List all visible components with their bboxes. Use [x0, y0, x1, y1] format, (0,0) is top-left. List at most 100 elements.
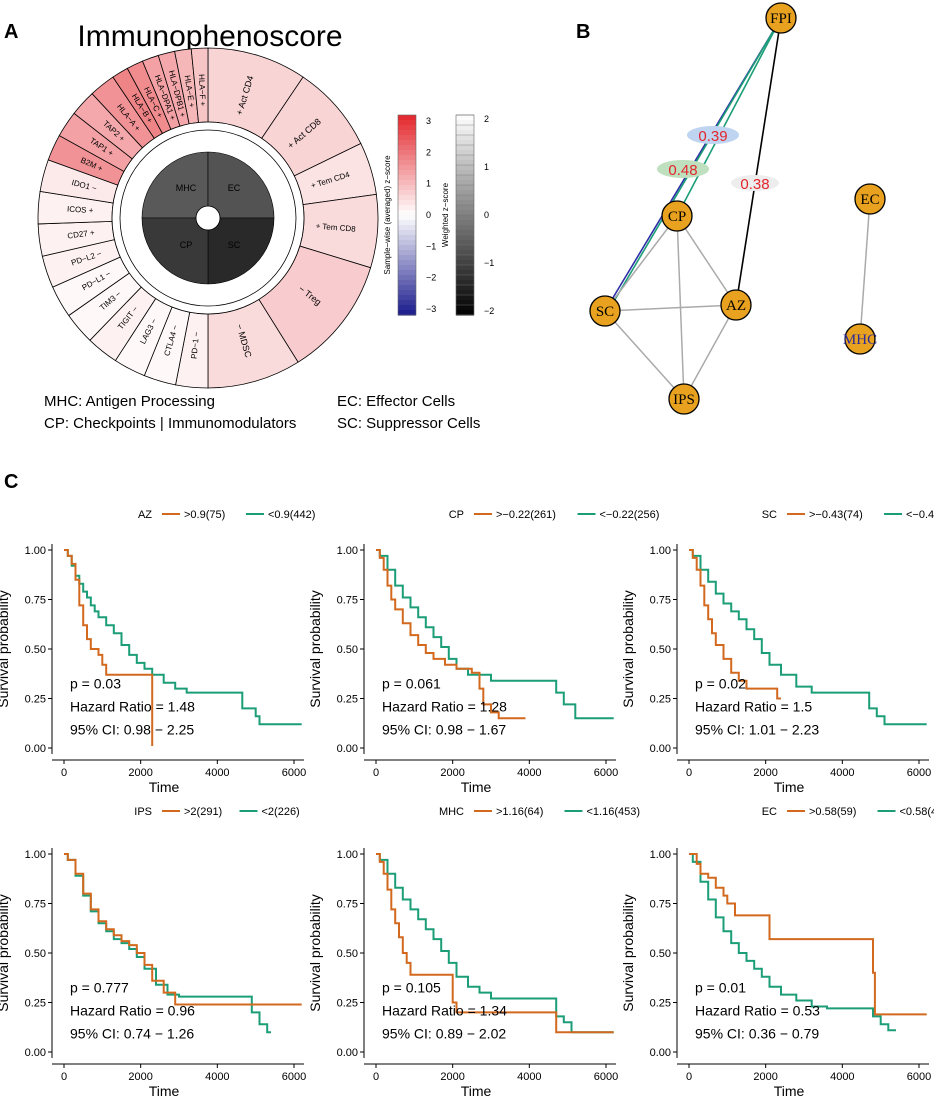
ips-legends: 3 2 1 0 −1 −2 −3 Sample−wise (averaged) z−score…: [383, 114, 494, 316]
km-curve-high: [376, 549, 526, 720]
ips-quadrant-label: SC: [228, 240, 241, 250]
ips-quadrant-label: MHC: [176, 183, 197, 193]
legend1-swatch: [398, 190, 416, 196]
y-axis-title: Survival probability: [620, 894, 636, 1012]
km-plot-ips: IPS >2(291) <2(226) 0.00 0.25 0.50 0.75 1.00 0 20…: [0, 806, 306, 1096]
legend2-swatch: [456, 285, 474, 291]
legend-label-low: <2(226): [262, 806, 300, 818]
node-label-cp: CP: [668, 209, 686, 225]
legend2-swatch: [456, 200, 474, 206]
y-tick-label: 0.00: [650, 743, 671, 755]
x-tick-label: 6000: [282, 1071, 306, 1083]
y-tick-label: 0.75: [650, 595, 671, 607]
km-plot-ec: EC >0.58(59) <0.58(458) 0.00 0.25 0.50 0.75 1.0…: [620, 806, 934, 1096]
node-label-ips: IPS: [673, 392, 695, 408]
y-tick-label: 1.00: [650, 545, 671, 557]
legend1-swatch: [398, 290, 416, 296]
legend2-swatch: [456, 170, 474, 176]
x-axis-title: Time: [461, 1083, 492, 1096]
ips-segment-label: ICOS +: [67, 205, 94, 216]
x-tick-label: 4000: [517, 1071, 541, 1083]
x-tick-label: 2000: [440, 1071, 464, 1083]
legend1-swatch: [398, 125, 416, 131]
km-stat: p = 0.01: [695, 980, 746, 996]
legend1-tick: −3: [426, 304, 436, 314]
x-tick-label: 0: [373, 767, 379, 779]
legend-label-low: <0.58(458): [900, 806, 934, 818]
x-tick-label: 2000: [128, 767, 152, 779]
legend1-swatch: [398, 165, 416, 171]
y-tick-label: 1.00: [337, 545, 358, 557]
legend1-swatch: [398, 220, 416, 226]
ips-segment-label: HLA−F +: [197, 74, 208, 107]
edge-sc-ips: [604, 310, 685, 400]
legend-label-high: >−0.43(74): [809, 509, 863, 521]
network-nodes: FPI EC CP SC AZ MHC IPS: [589, 2, 886, 415]
ips-quadrant-label: EC: [228, 183, 241, 193]
km-stat: Hazard Ratio = 1.28: [382, 699, 507, 715]
y-tick-label: 0.25: [25, 998, 46, 1010]
legend1-swatch: [398, 215, 416, 221]
edge-label-bg-2: [657, 160, 709, 178]
node-ec: [854, 183, 886, 215]
survival-curves-panel: AZ >0.9(75) <0.9(442) 0.00 0.25 0.50 0.75 1.00 0…: [0, 509, 934, 1096]
legend1-tick: 3: [426, 116, 431, 126]
legend2-frame: [455, 114, 475, 316]
legend1-swatch: [398, 275, 416, 281]
edge-label-2: 0.48: [668, 162, 697, 179]
km-plot-az: AZ >0.9(75) <0.9(442) 0.00 0.25 0.50 0.75 1.00 0…: [0, 509, 315, 795]
node-label-ec: EC: [860, 192, 879, 208]
y-tick-label: 0.50: [337, 644, 358, 656]
x-tick-label: 0: [686, 1071, 692, 1083]
x-tick-label: 6000: [907, 767, 931, 779]
ips-title: Immunophenoscore: [77, 20, 342, 53]
y-tick-label: 1.00: [337, 849, 358, 861]
x-tick-label: 0: [61, 1071, 67, 1083]
edge-label-3: 0.38: [740, 176, 769, 193]
legend1-swatch: [398, 205, 416, 211]
legend1-swatch: [398, 160, 416, 166]
edge-fpi-az: [735, 17, 782, 306]
ips-center-hole: [195, 205, 221, 231]
x-tick-label: 0: [61, 767, 67, 779]
y-tick-label: 0.75: [337, 595, 358, 607]
correlation-network: 0.39 0.48 0.38 FPI EC CP SC AZ MHC IPS: [589, 2, 886, 415]
node-az: [720, 289, 752, 321]
x-tick-label: 6000: [594, 1071, 618, 1083]
km-curve-low: [689, 853, 896, 1032]
km-stat: Hazard Ratio = 0.96: [70, 1003, 195, 1019]
x-tick-label: 2000: [440, 767, 464, 779]
legend1-swatch: [398, 155, 416, 161]
km-stat: 95% CI: 0.74 − 1.26: [70, 1026, 194, 1042]
y-axis-title: Survival probability: [307, 590, 323, 708]
legend2-swatch: [456, 220, 474, 226]
legend1-swatch: [398, 245, 416, 251]
x-tick-label: 4000: [830, 1071, 854, 1083]
y-tick-label: 1.00: [25, 849, 46, 861]
legend2-swatch: [456, 175, 474, 181]
edge-fpi-cp-a: [676, 17, 782, 217]
node-sc: [589, 295, 621, 327]
legend2-swatch: [456, 115, 474, 121]
legend1-swatch: [398, 130, 416, 136]
km-stat: 95% CI: 0.98 − 1.67: [382, 722, 506, 738]
legend2-swatch: [456, 180, 474, 186]
legend1-frame: [397, 114, 417, 316]
x-tick-label: 4000: [205, 767, 229, 779]
edge-label-bg-3: [731, 175, 779, 191]
km-title: SC: [762, 509, 777, 521]
x-axis-title: Time: [774, 1083, 805, 1096]
legend1-swatch: [398, 235, 416, 241]
km-stat: 95% CI: 1.01 − 2.23: [695, 722, 819, 738]
y-tick-label: 0.25: [337, 998, 358, 1010]
y-tick-label: 0.50: [650, 948, 671, 960]
y-tick-label: 0.25: [650, 998, 671, 1010]
legend2-swatch: [456, 205, 474, 211]
x-axis-title: Time: [461, 779, 492, 795]
x-tick-label: 0: [686, 767, 692, 779]
legend1-swatch: [398, 230, 416, 236]
legend2-swatch: [456, 275, 474, 281]
legend1-swatch: [398, 260, 416, 266]
y-axis-title: Survival probability: [0, 894, 11, 1012]
legend1-tick: −1: [426, 241, 436, 251]
